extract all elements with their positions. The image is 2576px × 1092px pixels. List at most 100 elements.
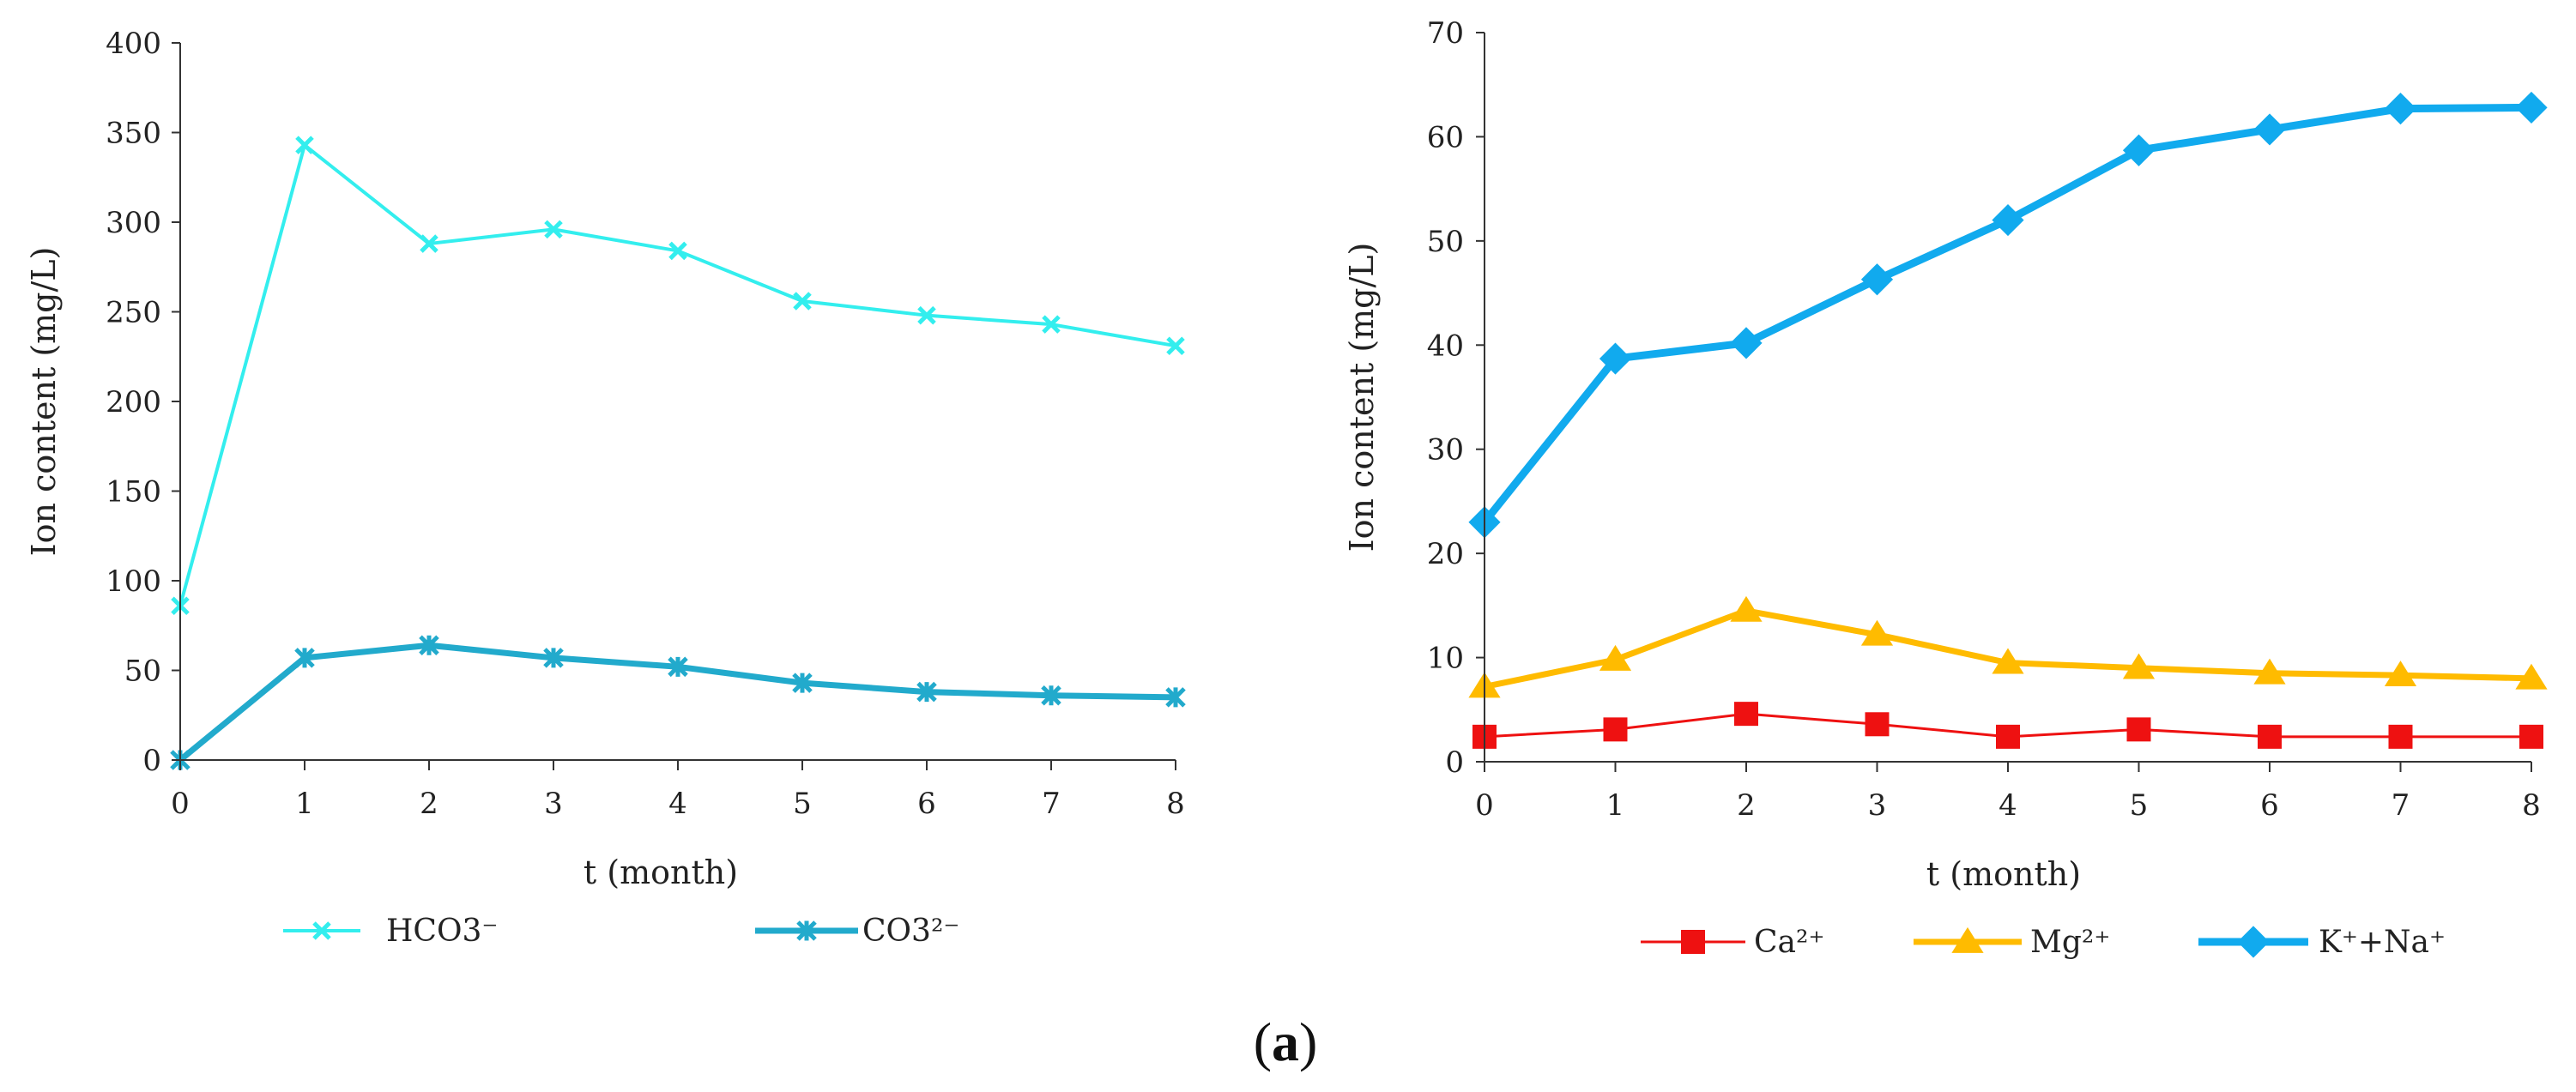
right-x-tick-label: 0 [1475, 788, 1494, 823]
right-x-axis-title: t (month) [1926, 855, 2081, 893]
right-series-2-point [2515, 91, 2548, 124]
right-legend-marker-2 [2237, 926, 2270, 958]
left-series-1-point [668, 656, 688, 678]
right-legend-label-2: K⁺+Na⁺ [2319, 925, 2446, 960]
left-x-tick-label: 8 [1166, 787, 1185, 821]
caption-open-paren: ( [1254, 1011, 1272, 1072]
left-series-1-point [1041, 685, 1061, 706]
right-series-2-point [1730, 327, 1763, 359]
left-y-tick-label: 250 [106, 296, 161, 330]
right-series-0-point [2519, 724, 2543, 749]
right-y-tick-label: 0 [1445, 745, 1464, 780]
right-legend-marker-1 [1951, 926, 1984, 953]
right-series-0-point [1996, 724, 2020, 749]
right-series-line-2 [1481, 103, 2532, 525]
right-y-ticks: 0 10 20 30 40 50 60 70 [1427, 16, 1485, 780]
right-series-1-point [2515, 663, 2548, 690]
caption-label: a [1272, 1011, 1299, 1072]
right-series-2-point [2253, 113, 2286, 146]
right-series-2-point [1599, 342, 1632, 375]
right-series-0-point [1734, 702, 1758, 727]
left-series-0-point [1042, 315, 1061, 334]
right-series-2-point [1992, 203, 2024, 237]
right-series-0-point [2388, 724, 2413, 749]
left-series-0-point [420, 234, 438, 253]
right-x-tick-label: 1 [1606, 788, 1625, 823]
right-x-tick-label: 6 [2260, 788, 2279, 823]
left-x-tick-label: 3 [544, 787, 563, 821]
left-y-tick-label: 150 [106, 475, 161, 510]
right-series-1-point [2384, 661, 2417, 687]
left-y-tick-label: 350 [106, 117, 161, 151]
left-y-tick-label: 300 [106, 206, 161, 240]
left-legend: HCO3⁻ CO3²⁻ [283, 914, 959, 949]
left-series-1-point [543, 648, 564, 668]
left-series-0-point [544, 220, 563, 239]
figure-caption: (a) [1254, 1011, 1318, 1072]
left-x-tick-label: 1 [295, 787, 314, 821]
right-series-1-point [2253, 658, 2286, 685]
right-legend: Ca²⁺ Mg²⁺ K⁺+Na⁺ [1641, 925, 2446, 960]
left-series-1-point [294, 648, 315, 668]
left-x-tick-label: 2 [420, 787, 438, 821]
left-x-tick-label: 7 [1042, 787, 1061, 821]
left-x-tick-label: 0 [171, 787, 190, 821]
right-series-2-point [1860, 263, 1894, 296]
left-series-1-point [419, 635, 439, 656]
left-legend-label-1: CO3²⁻ [862, 914, 959, 949]
right-x-tick-label: 8 [2522, 788, 2541, 823]
left-y-tick-label: 400 [106, 27, 161, 61]
right-series-1-point [2122, 653, 2156, 679]
left-x-tick-label: 6 [917, 787, 936, 821]
left-series-0-point [1166, 336, 1185, 355]
left-y-tick-label: 200 [106, 385, 161, 419]
right-series-0-point [1603, 717, 1628, 742]
right-series-0-point [1865, 712, 1890, 737]
left-series-1-point [1165, 687, 1186, 708]
right-y-tick-label: 70 [1427, 16, 1464, 51]
left-legend-label-0: HCO3⁻ [386, 914, 498, 949]
left-series-0-point [917, 305, 936, 325]
left-series-line-0 [178, 143, 1176, 606]
right-y-tick-label: 60 [1427, 120, 1464, 154]
right-x-tick-label: 4 [1999, 788, 2017, 823]
left-chart: 0 50 100 150 200 250 300 350 400 0 1 2 3 4 5 6 7 8 t (mo… [25, 27, 1186, 949]
right-y-tick-label: 50 [1427, 225, 1464, 259]
left-series-0-point [668, 241, 687, 261]
right-y-tick-label: 30 [1427, 433, 1464, 468]
right-series-1-point [1599, 644, 1632, 671]
right-x-tick-label: 2 [1737, 788, 1756, 823]
right-x-tick-label: 3 [1868, 788, 1887, 823]
left-y-ticks: 0 50 100 150 200 250 300 350 400 [106, 27, 180, 778]
left-y-tick-label: 50 [124, 655, 161, 689]
right-legend-marker-0 [1681, 930, 1705, 954]
right-y-tick-label: 10 [1427, 642, 1464, 676]
right-x-tick-label: 7 [2392, 788, 2410, 823]
left-series-0-point [295, 136, 314, 154]
right-chart: 0 10 20 30 40 50 60 70 0 1 2 3 4 5 6 7 8 t (month) Ion … [1343, 16, 2548, 960]
right-x-tick-label: 5 [2130, 788, 2149, 823]
left-y-axis-title: Ion content (mg/L) [25, 247, 63, 557]
left-legend-marker-1 [796, 920, 817, 941]
left-legend-marker-0 [312, 921, 331, 940]
left-x-tick-label: 5 [793, 787, 812, 821]
right-y-axis-title: Ion content (mg/L) [1343, 243, 1381, 552]
right-legend-label-1: Mg²⁺ [2030, 925, 2110, 960]
right-y-tick-label: 20 [1427, 537, 1464, 571]
left-x-axis-title: t (month) [584, 854, 738, 891]
left-series-0-point [793, 292, 812, 311]
right-y-tick-label: 40 [1427, 329, 1464, 363]
right-series-1-point [1730, 595, 1763, 622]
right-series-2-point [2122, 134, 2156, 166]
right-series-1-point [1992, 648, 2024, 674]
right-series-2-point [2384, 93, 2417, 125]
left-x-tick-label: 4 [668, 787, 687, 821]
caption-close-paren: ) [1299, 1011, 1317, 1072]
right-x-ticks: 0 1 2 3 4 5 6 7 8 [1475, 762, 2541, 823]
left-series-1-point [792, 673, 813, 693]
right-series-0-point [2126, 717, 2151, 742]
right-series-1-point [1860, 619, 1894, 646]
left-x-ticks: 0 1 2 3 4 5 6 7 8 [171, 760, 1185, 821]
right-legend-label-0: Ca²⁺ [1754, 925, 1824, 960]
